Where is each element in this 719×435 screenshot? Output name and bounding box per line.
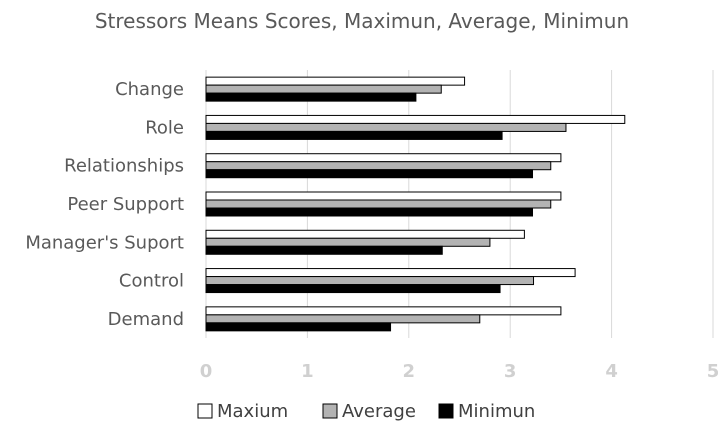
bar-average xyxy=(205,161,552,171)
bar-minimun xyxy=(205,130,503,140)
bar-average xyxy=(205,122,567,132)
bar-minimun xyxy=(205,245,443,255)
bar-minimun xyxy=(205,169,534,179)
bar-minimun xyxy=(205,322,392,332)
bar-average xyxy=(205,84,442,94)
legend-label: Minimun xyxy=(458,401,535,422)
legend-swatch xyxy=(322,403,338,419)
bar-maxium xyxy=(205,153,562,163)
bar-maxium xyxy=(205,191,562,201)
category-label: Peer Support xyxy=(67,194,184,215)
bar-minimun xyxy=(205,92,417,102)
chart-title: Stressors Means Scores, Maximun, Average… xyxy=(95,9,629,33)
category-label: Role xyxy=(145,117,184,138)
tick-label: 3 xyxy=(504,361,517,382)
legend: Maxium Average Minimun xyxy=(197,401,535,422)
legend-label: Maxium xyxy=(217,401,288,422)
bar-maxium xyxy=(205,114,626,124)
legend-swatch xyxy=(438,403,454,419)
bar-average xyxy=(205,199,552,209)
bar-average xyxy=(205,276,535,286)
bar-average xyxy=(205,314,481,324)
bar-average xyxy=(205,237,491,247)
tick-label: 0 xyxy=(200,361,213,382)
legend-label: Average xyxy=(342,401,416,422)
bar-minimun xyxy=(205,284,501,294)
category-label: Control xyxy=(119,271,184,292)
category-label: Demand xyxy=(108,309,184,330)
tick-label: 4 xyxy=(605,361,618,382)
bar-maxium xyxy=(205,76,466,86)
bar-minimun xyxy=(205,207,534,217)
bar-maxium xyxy=(205,306,562,316)
tick-label: 5 xyxy=(707,361,719,382)
tick-label: 2 xyxy=(403,361,416,382)
bars xyxy=(205,76,626,332)
tick-labels: 0 1 2 3 4 5 xyxy=(200,361,719,382)
tick-label: 1 xyxy=(301,361,314,382)
bar-maxium xyxy=(205,229,525,239)
category-label: Change xyxy=(115,79,184,100)
bar-maxium xyxy=(205,268,576,278)
category-label: Relationships xyxy=(64,156,184,177)
legend-swatch xyxy=(197,403,213,419)
category-labels: Change Role Relationships Peer Support Manag… xyxy=(25,79,184,330)
category-label: Manager's Suport xyxy=(25,232,184,253)
